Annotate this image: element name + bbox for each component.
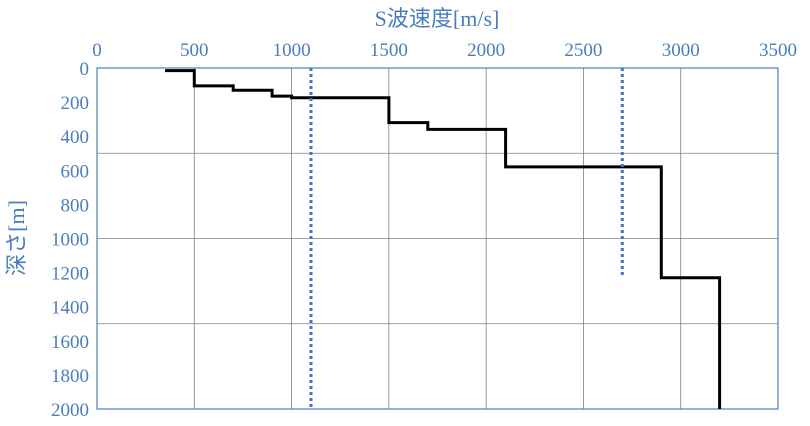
x-tick-label-2: 1000 (273, 40, 311, 61)
x-tick-labels: 0 500 1000 1500 2000 2500 3000 3500 (92, 40, 797, 61)
x-tick-label-7: 3500 (759, 40, 797, 61)
y-tick-label-7: 1400 (51, 298, 89, 319)
x-tick-label-3: 1500 (370, 40, 408, 61)
y-tick-label-10: 2000 (51, 400, 89, 421)
grid-lines (97, 68, 778, 409)
x-tick-label-0: 0 (92, 40, 102, 61)
series-layer (165, 68, 722, 409)
y-tick-label-2: 400 (61, 127, 90, 148)
velocity-profile-line-0 (165, 69, 722, 409)
x-axis-title: S波速度[m/s] (375, 6, 500, 31)
y-tick-label-9: 1800 (51, 366, 89, 387)
y-tick-label-8: 1600 (51, 332, 89, 353)
y-axis-title: 深さ[m] (4, 200, 29, 276)
x-tick-label-1: 500 (180, 40, 209, 61)
y-tick-label-4: 800 (61, 195, 90, 216)
y-tick-label-5: 1000 (51, 230, 89, 251)
x-tick-label-4: 2000 (467, 40, 505, 61)
x-tick-label-6: 3000 (662, 40, 700, 61)
y-tick-label-0: 0 (80, 59, 90, 80)
x-tick-label-5: 2500 (564, 40, 602, 61)
y-tick-label-1: 200 (61, 93, 90, 114)
y-tick-label-6: 1200 (51, 264, 89, 285)
plot-frame (96, 67, 779, 410)
y-tick-labels: 0 200 400 600 800 1000 1200 1400 1600 1800 2000 (51, 59, 89, 421)
y-tick-label-3: 600 (61, 161, 90, 182)
